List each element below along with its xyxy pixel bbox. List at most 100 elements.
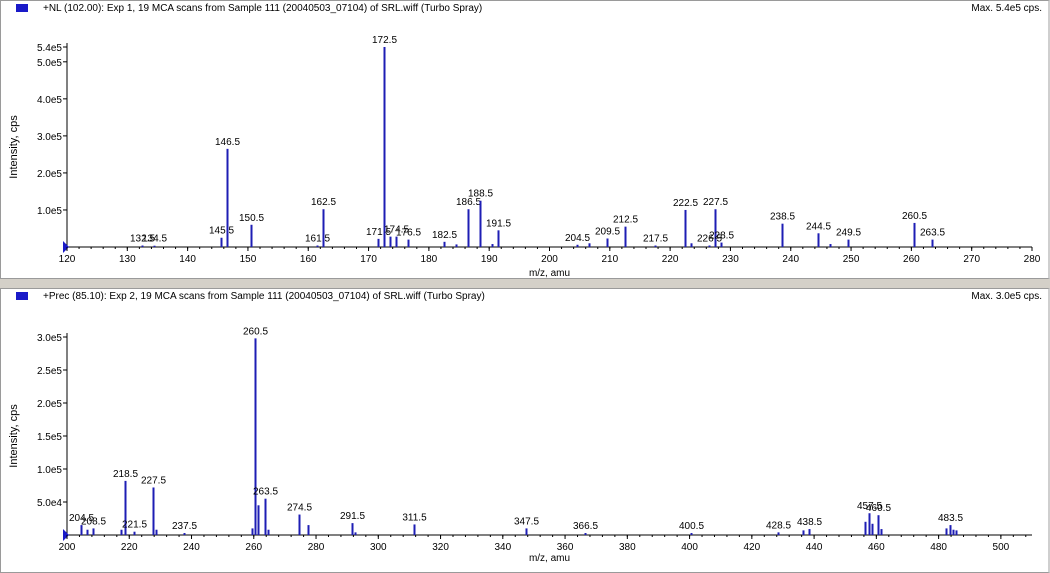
peak-label: 244.5 [806,221,831,232]
peak-label: 132.5 [130,234,155,245]
peak-label: 263.5 [253,487,278,498]
peak-label: 150.5 [239,213,264,224]
peak-label: 228.5 [709,231,734,242]
peak-label: 162.5 [311,197,336,208]
y-tick-label: 2.5e5 [37,366,62,377]
peak-label: 237.5 [172,521,197,532]
x-tick-label: 280 [308,542,325,553]
x-tick-label: 320 [432,542,449,553]
x-tick-label: 480 [930,542,947,553]
y-tick-label: 3.0e5 [37,333,62,344]
x-axis-label: m/z, amu [529,268,570,279]
peak-label: 176.5 [396,228,421,239]
spectrum-chart-bottom[interactable]: 200 220 240 260 280 300 320 340 360 380 400 420 440 4… [0,288,1050,573]
y-tick-label: 5.0e5 [37,58,62,69]
peak-label: 227.5 [703,197,728,208]
peak-label: 171.5 [366,227,391,238]
x-tick-label: 160 [300,254,317,265]
peak-label: 438.5 [797,517,822,528]
peak-label: 188.5 [468,189,493,200]
peak-label: 311.5 [402,512,427,523]
peak-label: 274.5 [287,503,312,514]
x-tick-label: 300 [370,542,387,553]
y-tick-label: 1.0e5 [37,206,62,217]
peak-label: 222.5 [673,198,698,209]
panel-header: +NL (102.00): Exp 1, 19 MCA scans from S… [0,3,1050,17]
peak-label: 204.5 [565,233,590,244]
x-tick-label: 130 [119,254,136,265]
y-tick-label: 3.0e5 [37,132,62,143]
peak-label: 161.5 [305,234,330,245]
x-tick-label: 170 [360,254,377,265]
peak-label: 134.5 [142,234,167,245]
x-tick-label: 140 [179,254,196,265]
max-intensity-label: Max. 5.4e5 cps. [971,3,1042,14]
x-tick-label: 340 [494,542,511,553]
peak-label: 457.5 [857,501,882,512]
peak-label: 186.5 [456,197,481,208]
panel-header: +Prec (85.10): Exp 2, 19 MCA scans from … [0,291,1050,305]
peak-label: 366.5 [573,521,598,532]
x-tick-label: 420 [743,542,760,553]
x-tick-label: 360 [557,542,574,553]
x-tick-label: 200 [541,254,558,265]
peak-label: 145.5 [209,226,234,237]
peak-label: 221.5 [122,520,147,531]
peak-label: 263.5 [920,228,945,239]
x-tick-label: 200 [59,542,76,553]
x-tick-label: 150 [240,254,257,265]
peak-label: 483.5 [938,513,963,524]
x-tick-label: 220 [662,254,679,265]
x-tick-label: 270 [963,254,980,265]
x-tick-label: 190 [481,254,498,265]
peak-label: 347.5 [514,516,539,527]
peak-label: 208.5 [81,516,106,527]
peak-label: 260.5 [902,211,927,222]
peak-label: 227.5 [141,475,166,486]
peak-label: 218.5 [113,469,138,480]
peak-label: 204.5 [69,513,94,524]
peak-label: 217.5 [643,234,668,245]
scan-position-icon [63,529,69,541]
peak-label: 191.5 [486,218,511,229]
panel-title: +NL (102.00): Exp 1, 19 MCA scans from S… [43,3,483,14]
x-tick-label: 180 [421,254,438,265]
y-axis-label: Intensity, cps [8,404,20,468]
panel-title: +Prec (85.10): Exp 2, 19 MCA scans from … [43,291,485,302]
scan-position-icon [63,241,69,253]
x-axis-label: m/z, amu [529,553,570,564]
peak-label: 209.5 [595,226,620,237]
peak-label: 226.5 [697,234,722,245]
panel-separator[interactable] [0,279,1050,288]
y-axis-label: Intensity, cps [8,115,20,179]
peak-label: 249.5 [836,228,861,239]
peak-label: 238.5 [770,212,795,223]
spectrum-panel-bottom: +Prec (85.10): Exp 2, 19 MCA scans from … [0,288,1050,573]
peak-label: 428.5 [766,520,791,531]
x-tick-label: 120 [59,254,76,265]
y-tick-label: 5.4e5 [37,43,62,54]
x-tick-label: 500 [993,542,1010,553]
panel-marker-icon[interactable] [16,4,28,12]
peak-label: 172.5 [372,35,397,46]
y-tick-label: 1.0e5 [37,465,62,476]
peak-label: 460.5 [866,503,891,514]
y-tick-label: 2.0e5 [37,169,62,180]
y-tick-label: 1.5e5 [37,432,62,443]
peak-label: 400.5 [679,521,704,532]
x-tick-label: 240 [183,542,200,553]
peak-label: 260.5 [243,326,268,337]
peak-label: 291.5 [340,511,365,522]
x-tick-label: 260 [245,542,262,553]
x-tick-label: 220 [121,542,138,553]
x-tick-label: 210 [601,254,618,265]
spectrum-chart-top[interactable]: 120 130 140 150 160 170 180 190 200 210 220 230 240 2… [0,0,1050,279]
peak-label: 182.5 [432,230,457,241]
y-tick-label: 2.0e5 [37,399,62,410]
panel-marker-icon[interactable] [16,292,28,300]
spectrum-panel-top: +NL (102.00): Exp 1, 19 MCA scans from S… [0,0,1050,279]
peak-label: 174.5 [384,225,409,236]
x-tick-label: 280 [1024,254,1041,265]
x-tick-label: 400 [681,542,698,553]
x-tick-label: 250 [843,254,860,265]
